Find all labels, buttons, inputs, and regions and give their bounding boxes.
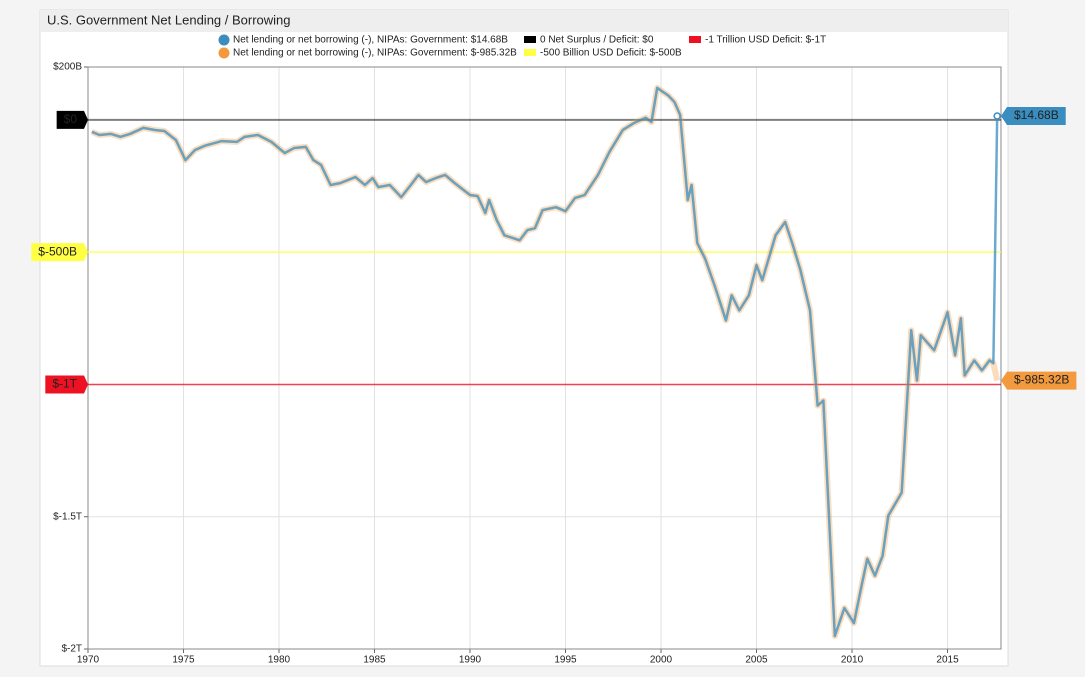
reference-flag-label: $0 xyxy=(64,112,78,126)
x-tick-label: 2000 xyxy=(650,655,673,666)
reference-flag xyxy=(56,110,88,129)
plot-frame xyxy=(87,66,1002,650)
legend-swatch xyxy=(689,36,701,43)
reference-flag-label: $-500B xyxy=(38,244,77,258)
series-flag xyxy=(1001,371,1077,390)
chart-title: U.S. Government Net Lending / Borrowing xyxy=(47,12,291,27)
legend-label: -500 Billion USD Deficit: $-500B xyxy=(540,48,682,59)
x-tick-label: 1990 xyxy=(459,655,482,666)
series-flag-label: $-985.32B xyxy=(1014,373,1069,387)
end-point xyxy=(993,112,1001,120)
title-bar xyxy=(40,10,1008,32)
legend-swatch xyxy=(524,36,536,43)
x-tick-label: 1995 xyxy=(554,655,577,666)
x-tick-label: 2015 xyxy=(936,655,959,666)
series-flag-label: $14.68B xyxy=(1014,108,1059,122)
x-tick-label: 1985 xyxy=(363,655,386,666)
legend-swatch xyxy=(218,47,230,59)
y-tick-label: $-1.5T xyxy=(53,511,82,522)
legend-swatch xyxy=(218,34,230,46)
legend-label: Net lending or net borrowing (-), NIPAs:… xyxy=(233,48,517,59)
x-tick-label: 1970 xyxy=(77,655,100,666)
x-tick-label: 1975 xyxy=(172,655,195,666)
x-tick-label: 1980 xyxy=(268,655,291,666)
series-line xyxy=(91,86,999,638)
legend-label: Net lending or net borrowing (-), NIPAs:… xyxy=(233,35,508,46)
x-tick-label: 2010 xyxy=(841,655,864,666)
legend-label: 0 Net Surplus / Deficit: $0 xyxy=(540,35,654,46)
y-tick-label: $200B xyxy=(53,62,82,73)
reference-flag xyxy=(31,243,88,262)
legend-label: -1 Trillion USD Deficit: $-1T xyxy=(705,35,826,46)
series-flag xyxy=(1001,107,1066,126)
x-tick-label: 2005 xyxy=(745,655,768,666)
y-tick-label: $-2T xyxy=(61,644,82,655)
legend-swatch xyxy=(524,49,536,56)
reference-flag-label: $-1T xyxy=(52,377,77,391)
reference-flag xyxy=(45,375,88,394)
